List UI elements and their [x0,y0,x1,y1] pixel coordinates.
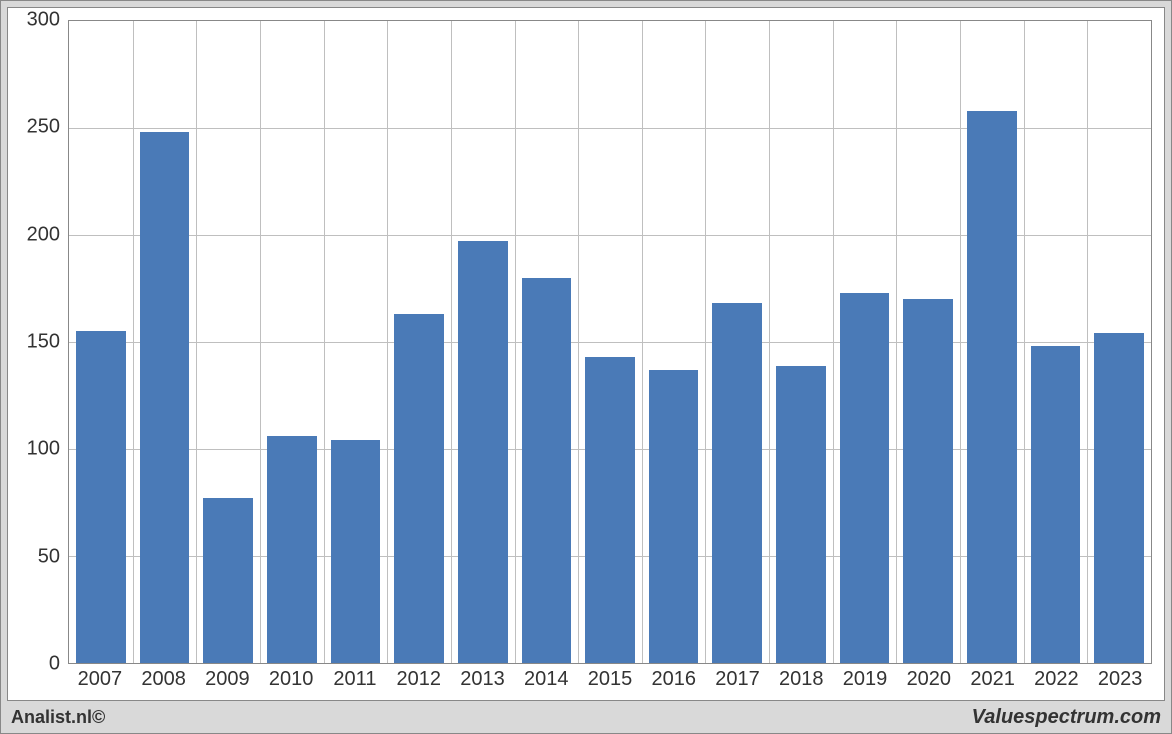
bar [331,440,381,663]
bar [267,436,317,663]
bar [649,370,699,663]
bar [840,293,890,663]
bar [394,314,444,663]
x-tick-label: 2020 [907,668,952,691]
x-tick-label: 2010 [269,668,314,691]
bar [203,498,253,663]
bar [967,111,1017,663]
x-tick-label: 2019 [843,668,888,691]
bar [776,366,826,663]
x-tick-label: 2016 [652,668,697,691]
x-tick-label: 2009 [205,668,250,691]
plot-frame: 050100150200250300 200720082009201020112… [7,7,1165,701]
x-tick-label: 2011 [333,668,376,691]
bar [458,241,508,663]
bar [1031,346,1081,663]
bar [76,331,126,663]
footer-left-text: Analist.nl© [11,707,105,728]
plot-area [68,20,1152,664]
y-tick-label: 200 [27,223,60,246]
bars-container [69,21,1151,663]
x-tick-label: 2022 [1034,668,1079,691]
bar [140,132,190,663]
footer-right-text: Valuespectrum.com [972,706,1161,729]
x-tick-label: 2013 [460,668,505,691]
y-tick-label: 50 [38,545,60,568]
y-tick-label: 100 [27,438,60,461]
x-tick-label: 2008 [141,668,186,691]
x-tick-label: 2007 [78,668,123,691]
x-tick-label: 2017 [715,668,760,691]
bar [585,357,635,663]
chart-outer: 050100150200250300 200720082009201020112… [0,0,1172,734]
y-tick-label: 150 [27,331,60,354]
y-tick-label: 0 [49,653,60,676]
x-tick-label: 2012 [396,668,441,691]
x-axis-labels: 2007 2008 2009 2010 2011 2012 2013 2014 2015 2016… [68,668,1152,696]
x-tick-label: 2015 [588,668,633,691]
bar [712,303,762,663]
y-axis-labels: 050100150200250300 [14,20,64,664]
y-tick-label: 250 [27,116,60,139]
x-tick-label: 2023 [1098,668,1143,691]
bar [1094,333,1144,663]
bar [522,278,572,663]
x-tick-label: 2021 [970,668,1015,691]
y-tick-label: 300 [27,9,60,32]
bar [903,299,953,663]
x-tick-label: 2014 [524,668,569,691]
footer: Analist.nl© Valuespectrum.com [7,703,1165,731]
x-tick-label: 2018 [779,668,824,691]
